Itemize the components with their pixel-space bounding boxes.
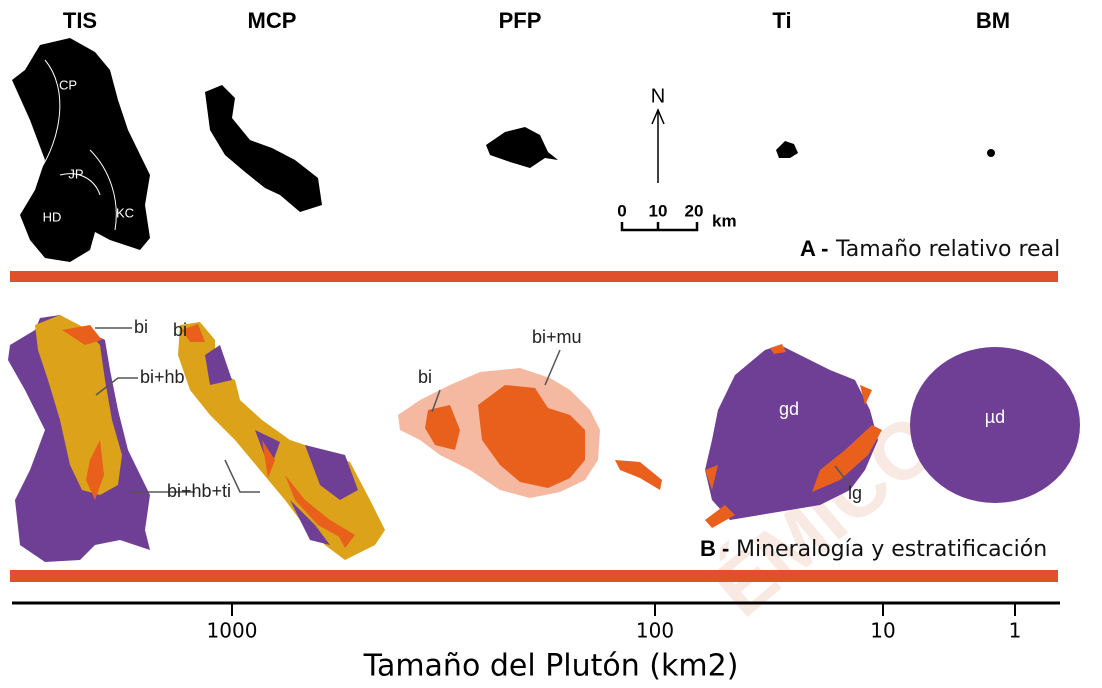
- axis-tick-label: 1: [1009, 619, 1022, 643]
- divider: [10, 570, 1058, 582]
- axis-ticks: 1000 100 10 1: [207, 603, 1022, 643]
- panel-label: A -: [800, 236, 829, 261]
- scale-label: 0: [617, 201, 626, 220]
- mineral-label: bi: [418, 367, 432, 387]
- ti-map: [776, 141, 798, 158]
- scale-unit: km: [712, 211, 737, 230]
- tis-map: [12, 38, 150, 262]
- panel-label: B -: [700, 536, 729, 561]
- axis-title: Tamaño del Plutón (km2): [363, 649, 739, 684]
- pluton-name: PFP: [499, 8, 542, 33]
- axis-tick-label: 10: [870, 619, 895, 643]
- zone-label: JP: [68, 166, 83, 181]
- pluton-name: TIS: [63, 8, 97, 33]
- pluton-name: Ti: [772, 8, 791, 33]
- mineral-label: bi+hb: [140, 367, 185, 387]
- panel-caption: Mineralogía y estratificación: [736, 537, 1047, 562]
- axis-tick-label: 100: [636, 619, 674, 643]
- pluton-name: MCP: [248, 8, 297, 33]
- scale-label: 10: [649, 201, 668, 220]
- scale-bar: [622, 222, 697, 230]
- mineral-label: bi+mu: [532, 327, 582, 347]
- figure: TIS MCP PFP Ti BM CP JP HD KC N 0 10 20 …: [0, 0, 1102, 688]
- zone-label: KC: [116, 205, 134, 220]
- mineral-label: bi: [173, 320, 187, 340]
- divider: [10, 271, 1058, 282]
- mineral-label: µd: [985, 407, 1005, 427]
- bm-map: [987, 149, 995, 157]
- panel-caption: Tamaño relativo real: [835, 237, 1060, 262]
- scale-label: 20: [685, 201, 704, 220]
- zone-label: CP: [59, 77, 77, 92]
- pfp-map: [486, 127, 558, 168]
- mineral-label: bi+hb+ti: [167, 481, 231, 501]
- north-label: N: [651, 85, 665, 107]
- mineral-label: lg: [848, 483, 862, 503]
- pluton-name: BM: [976, 8, 1010, 33]
- mineral-label: bi: [134, 317, 148, 337]
- mcp-map: [205, 85, 322, 212]
- mineral-label: gd: [779, 399, 799, 419]
- zone-label: HD: [43, 209, 62, 224]
- axis-tick-label: 1000: [207, 619, 258, 643]
